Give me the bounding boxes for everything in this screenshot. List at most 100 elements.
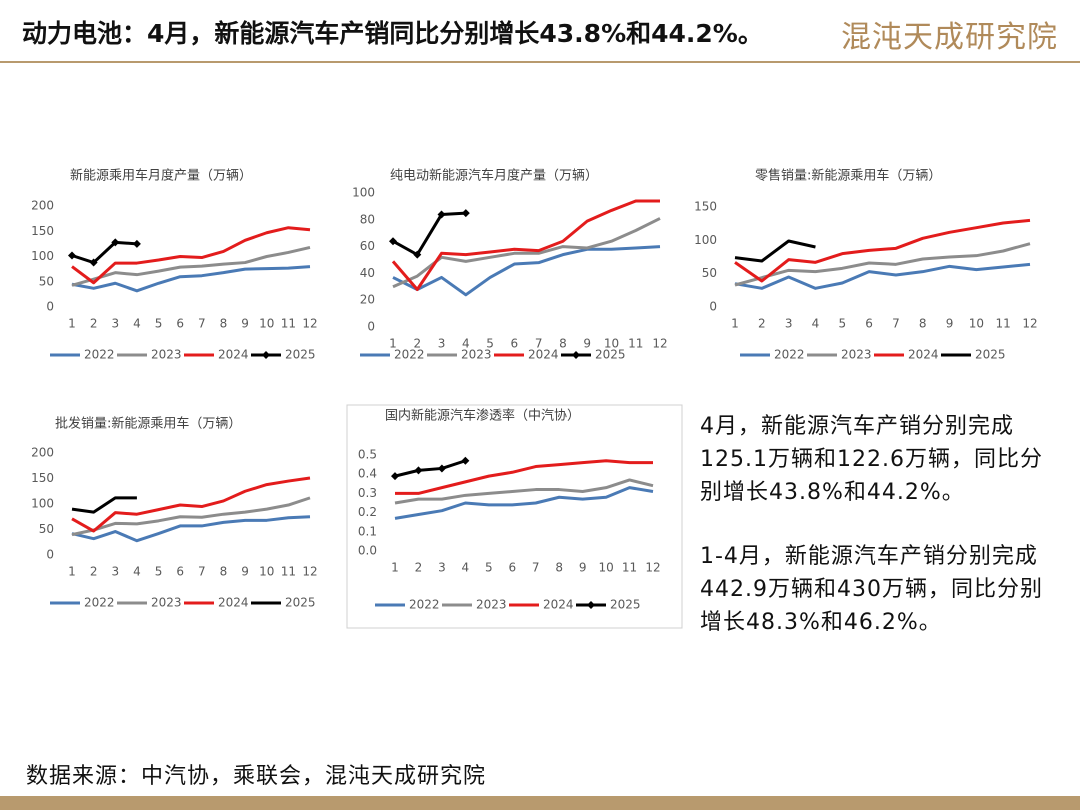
marker bbox=[391, 472, 399, 481]
chart-title: 零售销量:新能源乘用车（万辆） bbox=[755, 168, 941, 184]
series-line bbox=[394, 486, 654, 520]
x-tick-label: 10 bbox=[604, 337, 619, 351]
x-tick-label: 7 bbox=[198, 317, 206, 331]
legend-label: 2025 bbox=[975, 348, 1006, 362]
y-tick-label: 200 bbox=[31, 199, 54, 213]
x-tick-label: 8 bbox=[919, 317, 927, 331]
y-tick-label: 0 bbox=[709, 300, 717, 314]
y-tick-label: 100 bbox=[31, 249, 54, 263]
marker bbox=[111, 238, 120, 247]
x-tick-label: 7 bbox=[535, 337, 543, 351]
x-tick-label: 1 bbox=[68, 317, 76, 331]
logo: 混沌天成研究院 bbox=[841, 20, 1058, 55]
x-tick-label: 7 bbox=[892, 317, 900, 331]
x-tick-label: 10 bbox=[259, 565, 274, 579]
marker bbox=[68, 251, 76, 260]
series-line bbox=[394, 459, 466, 478]
x-tick-label: 3 bbox=[785, 317, 793, 331]
x-tick-label: 6 bbox=[176, 565, 184, 579]
legend-label: 2022 bbox=[774, 348, 805, 362]
chart-title: 纯电动新能源汽车月度产量（万辆） bbox=[390, 168, 598, 184]
marker bbox=[437, 210, 446, 219]
series-line bbox=[71, 265, 311, 293]
y-tick-label: 40 bbox=[360, 266, 375, 280]
x-tick-label: 8 bbox=[559, 337, 567, 351]
chart-title: 新能源乘用车月度产量（万辆） bbox=[70, 168, 252, 184]
x-tick-label: 1 bbox=[389, 337, 397, 351]
x-tick-label: 7 bbox=[198, 565, 206, 579]
x-tick-label: 12 bbox=[1022, 317, 1037, 331]
y-tick-label: 80 bbox=[360, 212, 375, 226]
series-line bbox=[734, 218, 1031, 283]
series-line bbox=[394, 478, 654, 505]
legend-label: 2023 bbox=[151, 596, 182, 610]
y-tick-label: 0.5 bbox=[358, 448, 377, 462]
y-tick-label: 100 bbox=[694, 233, 717, 247]
y-tick-label: 50 bbox=[702, 266, 717, 280]
legend-label: 2025 bbox=[285, 596, 316, 610]
y-tick-label: 0.4 bbox=[358, 467, 377, 481]
x-tick-label: 3 bbox=[111, 317, 119, 331]
x-tick-label: 11 bbox=[628, 337, 643, 351]
slide-title: 动力电池：4月，新能源汽车产销同比分别增长43.8%和44.2%。 bbox=[22, 19, 763, 48]
legend-label: 2024 bbox=[218, 348, 249, 362]
y-tick-label: 150 bbox=[31, 471, 54, 485]
y-tick-label: 150 bbox=[694, 200, 717, 214]
y-tick-label: 50 bbox=[39, 274, 54, 288]
x-tick-label: 11 bbox=[281, 317, 296, 331]
x-tick-label: 5 bbox=[155, 565, 163, 579]
x-tick-label: 9 bbox=[241, 565, 249, 579]
x-tick-label: 1 bbox=[731, 317, 739, 331]
marker bbox=[461, 456, 470, 465]
x-tick-label: 11 bbox=[622, 561, 637, 575]
series-line bbox=[71, 240, 138, 265]
y-tick-label: 0.1 bbox=[358, 524, 377, 538]
marker bbox=[461, 209, 470, 218]
x-tick-label: 4 bbox=[462, 561, 470, 575]
note: 4月，新能源汽车产销分别完成125.1万辆和122.6万辆，同比分别增长43.8… bbox=[700, 414, 1043, 505]
y-tick-label: 60 bbox=[360, 239, 375, 253]
source: 数据来源：中汽协，乘联会，混沌天成研究院 bbox=[26, 764, 487, 789]
chart-title: 国内新能源汽车渗透率（中汽协） bbox=[385, 408, 580, 424]
y-tick-label: 0.2 bbox=[358, 505, 377, 519]
x-tick-label: 12 bbox=[645, 561, 660, 575]
x-tick-label: 2 bbox=[90, 317, 98, 331]
y-tick-label: 50 bbox=[39, 522, 54, 536]
x-tick-label: 2 bbox=[413, 337, 421, 351]
marker bbox=[437, 464, 446, 473]
series-line bbox=[71, 245, 311, 287]
chart-title: 批发销量:新能源乘用车（万辆） bbox=[55, 416, 241, 432]
series-line bbox=[734, 262, 1031, 290]
legend-label: 2023 bbox=[841, 348, 872, 362]
marker bbox=[389, 237, 397, 246]
y-tick-label: 0.3 bbox=[358, 486, 377, 500]
x-tick-label: 3 bbox=[438, 337, 446, 351]
x-tick-label: 2 bbox=[415, 561, 423, 575]
series-line bbox=[734, 239, 816, 263]
y-tick-label: 100 bbox=[352, 186, 375, 200]
legend-label: 2023 bbox=[151, 348, 182, 362]
x-tick-label: 9 bbox=[241, 317, 249, 331]
x-tick-label: 9 bbox=[946, 317, 954, 331]
legend-label: 2024 bbox=[218, 596, 249, 610]
y-tick-label: 0 bbox=[367, 320, 375, 334]
y-tick-label: 150 bbox=[31, 224, 54, 238]
x-tick-label: 4 bbox=[133, 317, 141, 331]
x-tick-label: 8 bbox=[220, 317, 228, 331]
y-tick-label: 20 bbox=[360, 293, 375, 307]
marker bbox=[414, 466, 423, 475]
legend-label: 2022 bbox=[409, 598, 440, 612]
series-line bbox=[71, 496, 311, 537]
x-tick-label: 1 bbox=[391, 561, 399, 575]
series-line bbox=[392, 245, 661, 297]
series-line bbox=[71, 476, 311, 533]
marker bbox=[89, 258, 98, 267]
y-tick-label: 0 bbox=[46, 300, 54, 314]
x-tick-label: 5 bbox=[838, 317, 846, 331]
legend-label: 2022 bbox=[84, 348, 115, 362]
x-tick-label: 11 bbox=[281, 565, 296, 579]
x-tick-label: 4 bbox=[462, 337, 470, 351]
series-line bbox=[392, 211, 466, 257]
